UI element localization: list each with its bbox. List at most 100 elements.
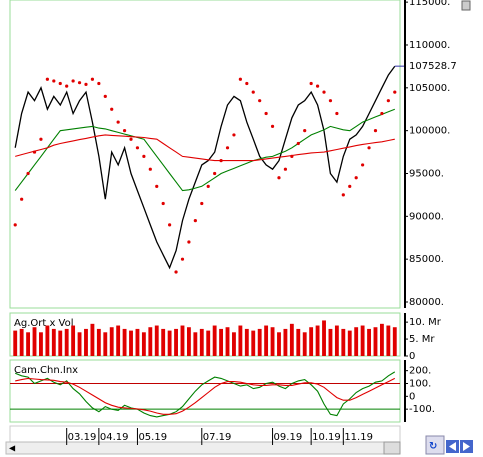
sar-dot [341,193,345,197]
sar-dot [354,176,358,180]
volume-bar [347,330,352,356]
volume-bar [122,328,127,356]
sar-dot [161,201,165,206]
sar-dot [232,133,236,137]
sar-dot [97,81,101,86]
volume-bar [225,327,230,356]
sar-dot [335,111,339,116]
volume-bar [135,328,140,356]
y-tick-label: 95000. [409,168,444,179]
x-tick-label: 09.19 [274,432,303,443]
sar-dot [148,167,152,171]
sar-dot [129,137,133,141]
sar-dot [13,223,17,227]
volume-bar [180,325,185,356]
volume-bar [283,328,288,356]
next-icon [463,442,470,451]
y-tick-label: 110000. [409,40,450,51]
series-line [15,377,396,415]
corner-button[interactable] [461,0,471,11]
volume-bar [367,328,371,356]
volume-bar [51,328,56,356]
panel-title: Cam.Chn.Inx [14,365,78,376]
sar-dot [26,171,30,176]
x-tick-label: 04.19 [100,432,129,443]
sar-dot [258,99,262,103]
sar-dot [174,270,178,274]
series-line [14,108,396,192]
y-tick-label: 0 [409,351,415,362]
x-tick-label: 05.19 [138,432,167,443]
price-axis [404,0,406,308]
y-tick-label: 100000. [409,126,450,137]
cci-axis [404,360,406,422]
volume-bar [251,330,256,356]
volume-bar [13,330,18,356]
volume-bar [257,328,262,356]
volume-bar [302,332,307,356]
volume-bar [90,323,95,356]
scroll-left[interactable]: ◀ [9,444,16,453]
y-tick-label: 105000. [409,83,450,94]
series-line [15,134,395,162]
volume-bar [277,332,281,356]
sar-dot [180,257,185,261]
sar-dot [20,197,24,201]
sar-dot [367,146,371,150]
volume-bar [174,328,178,356]
volume-bar [244,328,249,356]
y-tick-label: 85000. [409,254,444,265]
sar-dot [303,129,307,133]
sar-dot [155,184,159,188]
sar-dot [315,84,320,88]
volume-bar [392,327,397,356]
volume-bar [238,325,243,356]
refresh-button[interactable] [425,435,445,455]
series-line [14,65,396,270]
sar-dot [373,129,378,133]
sar-dot [45,77,49,81]
sar-dot [32,150,37,154]
volume-bar [186,327,191,356]
price-panel [9,0,401,309]
sar-dot [348,184,352,188]
volume-bar [103,332,108,356]
volume-bar [193,332,198,356]
volume-bar [96,328,101,356]
volume-bar [334,325,339,356]
volume-bar [154,325,159,356]
y-tick-label: -100. [409,404,435,415]
sar-dot [103,94,107,98]
sar-dot [200,201,204,206]
volume-bar [64,328,69,356]
volume-bar [109,327,114,356]
volume-bar [232,332,236,356]
refresh-icon: ↻ [429,441,437,452]
sar-dot [187,240,191,244]
volume-bar [373,327,378,356]
sar-dot [238,77,242,81]
sar-dot [168,223,172,227]
volume-bar [328,328,333,356]
y-tick-label: 100. [409,378,431,389]
volume-bar [129,330,133,356]
volume-bar [141,332,146,356]
volume-bar [296,328,301,356]
sar-dot [296,141,300,146]
volume-bar [148,327,153,356]
sar-dot [264,111,268,116]
volume-bar [309,327,314,356]
volume-bar [270,327,275,356]
volume-bar [289,323,294,356]
last-value-label: 107528.7 [409,61,457,72]
volume-axis [404,313,406,356]
scrollbar[interactable] [5,441,387,455]
scroll-thumb[interactable] [383,441,401,455]
volume-bar [84,328,88,356]
sar-dot [290,154,294,158]
sar-dot [213,171,217,176]
series-line [14,371,396,418]
volume-bar [206,330,211,356]
